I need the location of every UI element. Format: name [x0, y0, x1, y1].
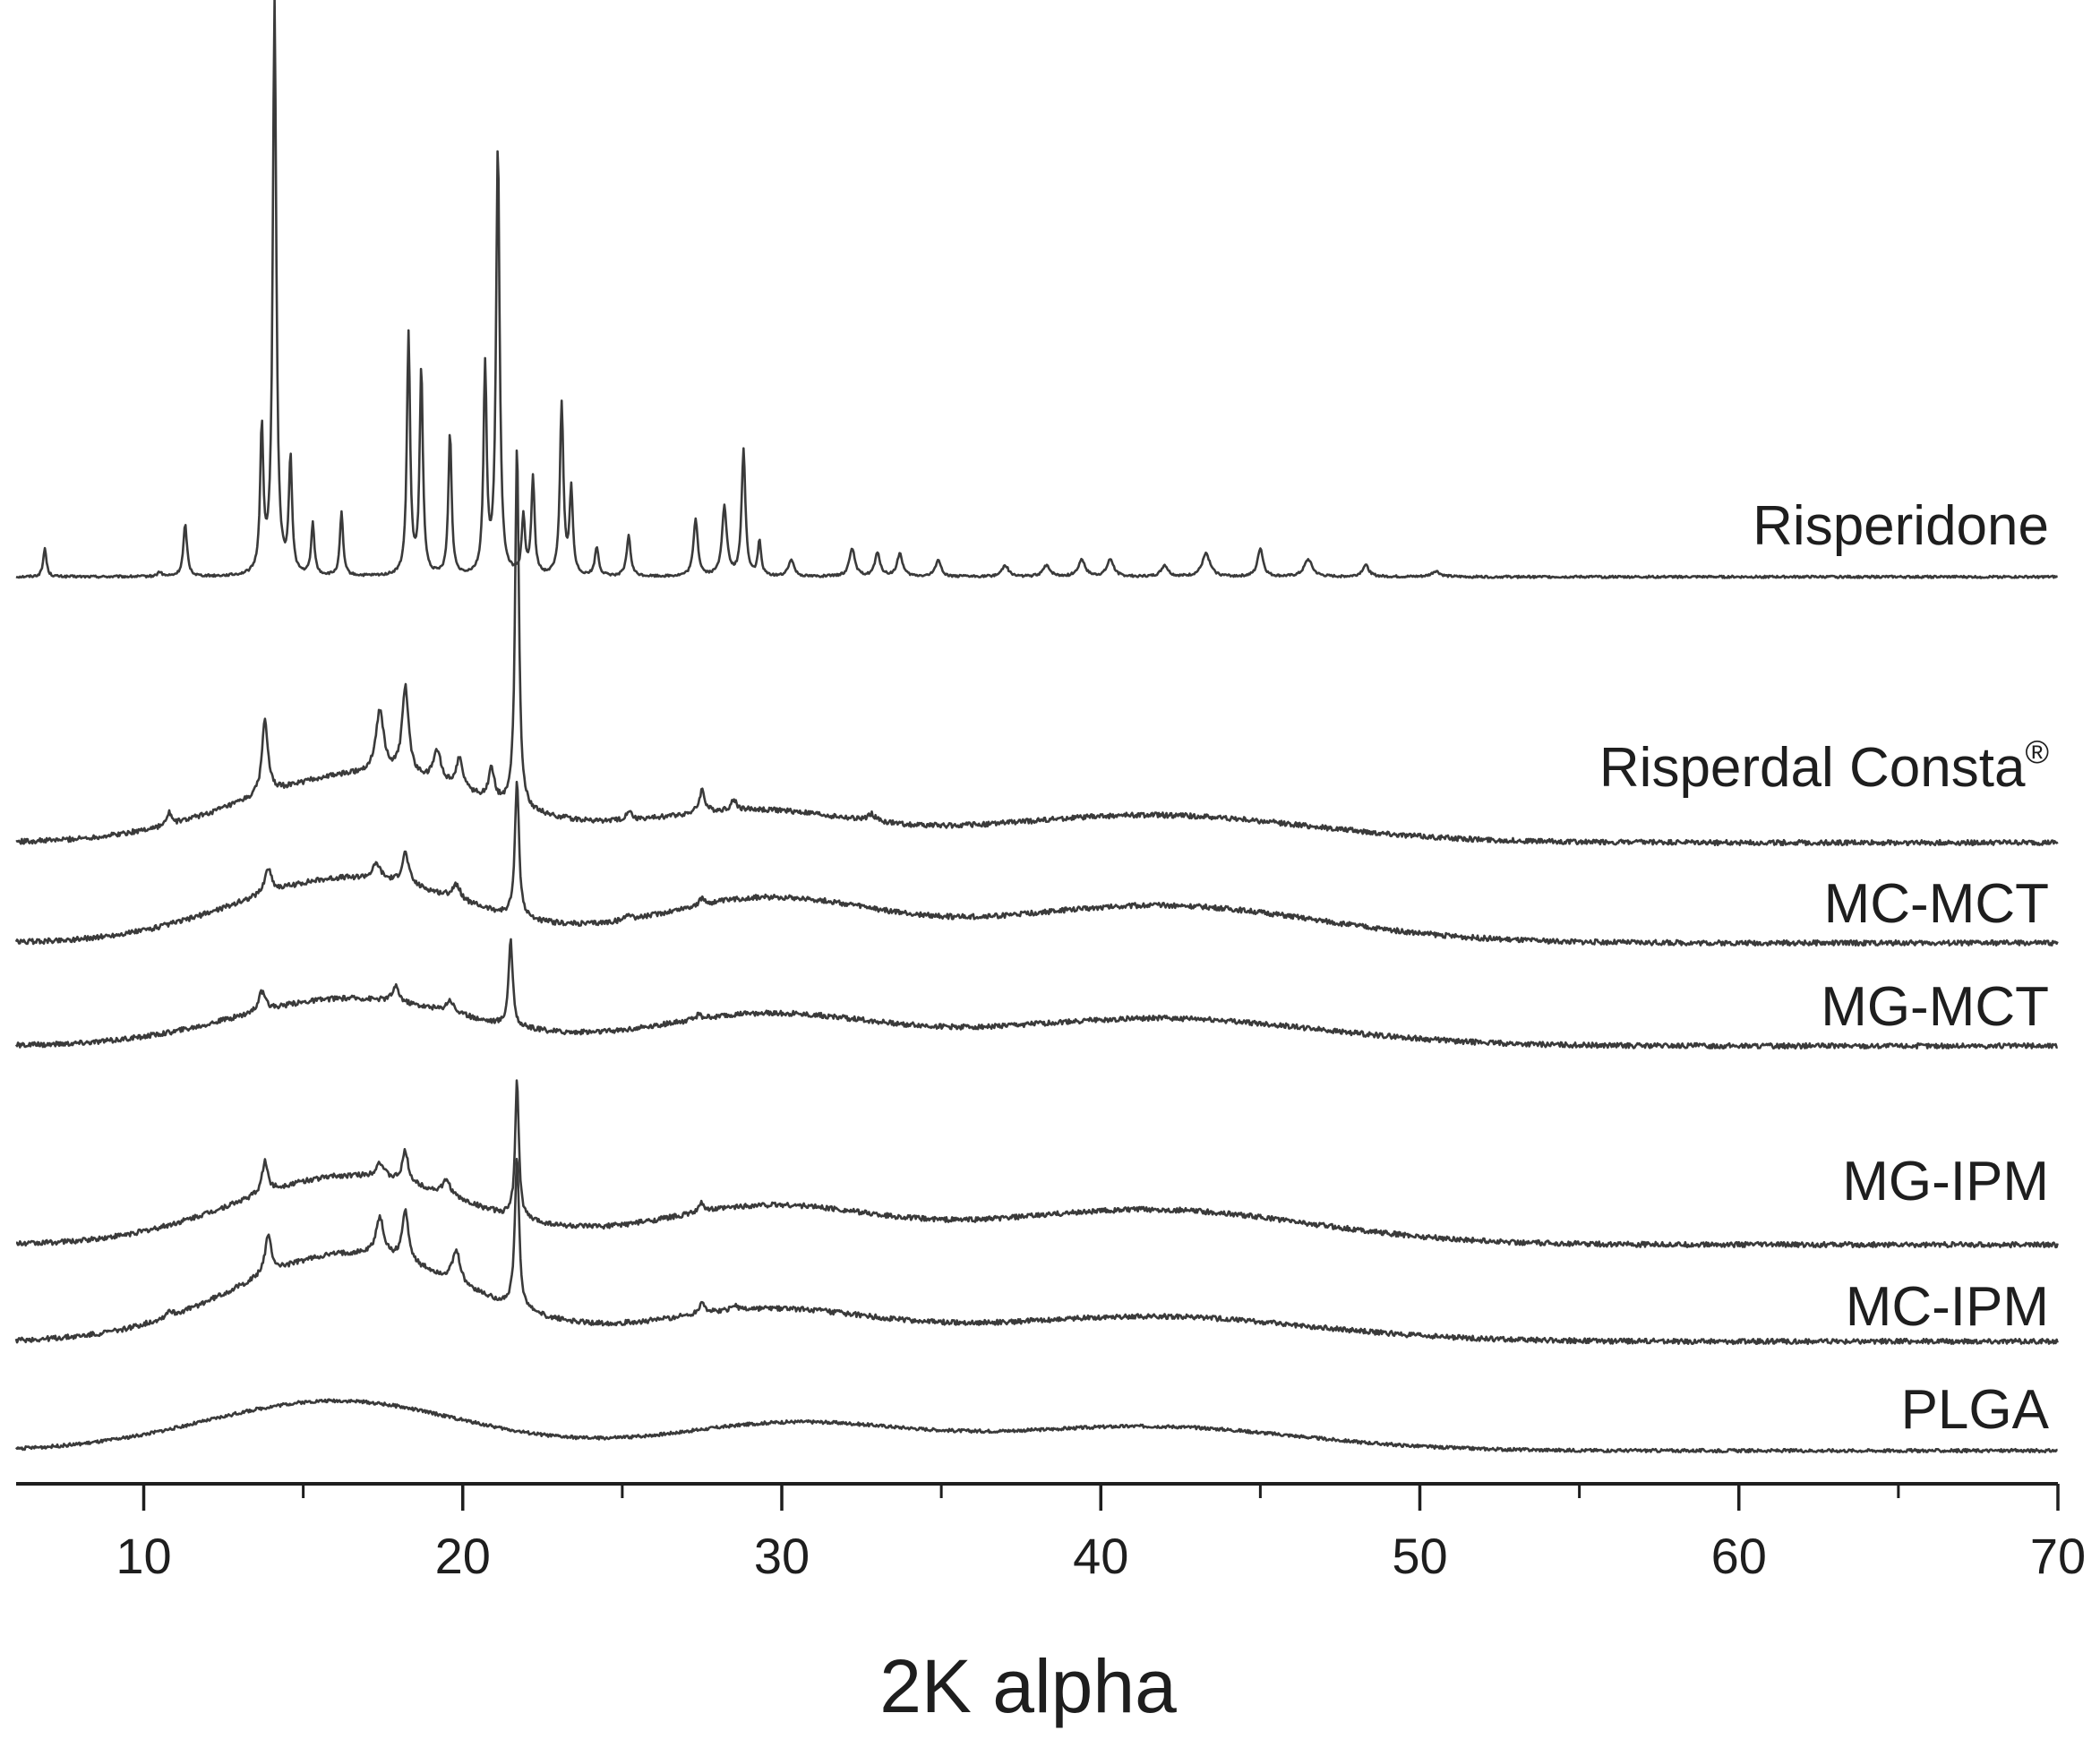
series-label-mg-ipm: MG-IPM — [1842, 1151, 2049, 1212]
x-tick-label: 60 — [1711, 1528, 1767, 1584]
series-label-risperidone: Risperidone — [1753, 495, 2049, 557]
series-layer: Risperidone Risperdal Consta® MC-MCT MG-MCT… — [14, 0, 2059, 1454]
x-tick-label: 10 — [116, 1528, 171, 1584]
x-tick-label: 50 — [1392, 1528, 1447, 1584]
x-axis-title: 2K alpha — [879, 1644, 1177, 1728]
x-tick-label: 70 — [2030, 1528, 2086, 1584]
x-tick-label: 30 — [754, 1528, 810, 1584]
series-line-mg-mct — [14, 938, 2058, 1050]
series-line-mc-mct — [14, 780, 2059, 947]
series-line-risperdal-consta — [15, 449, 2059, 847]
series-line-mg-ipm — [15, 1079, 2059, 1249]
series-line-plga — [14, 1398, 2058, 1454]
series-label-mg-mct: MG-MCT — [1821, 976, 2049, 1038]
series-line-mc-ipm — [14, 1157, 2059, 1346]
x-axis: 10 20 30 40 50 60 70 — [16, 1482, 2086, 1584]
x-tick-label: 40 — [1073, 1528, 1128, 1584]
series-label-mc-mct: MC-MCT — [1824, 873, 2049, 935]
series-label-mc-ipm: MC-IPM — [1846, 1276, 2049, 1338]
series-label-risperdal-consta: Risperdal Consta® — [1599, 733, 2049, 799]
x-tick-label: 20 — [435, 1528, 491, 1584]
series-label-plga: PLGA — [1901, 1379, 2050, 1441]
series-line-risperidone — [15, 0, 2058, 579]
series-label-suffix: ® — [2025, 733, 2049, 770]
